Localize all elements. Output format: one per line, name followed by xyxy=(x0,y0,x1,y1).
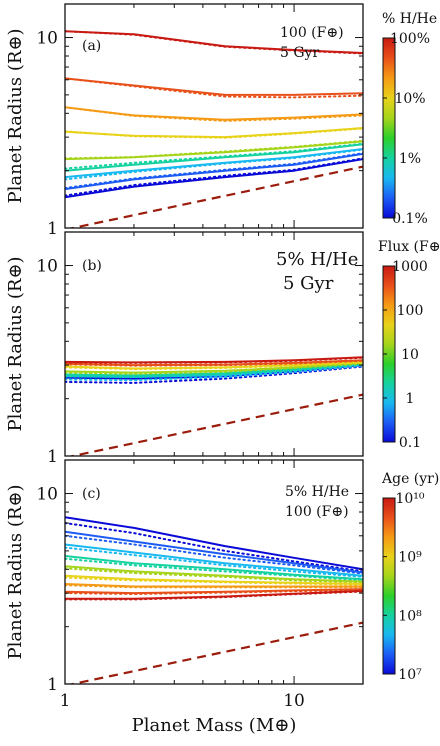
panel-c-series-1-line xyxy=(65,516,363,571)
panel-a-series-9-dotted xyxy=(65,30,363,55)
panel-c-series-1-dotted xyxy=(65,522,363,573)
panel-c-annotation-line1: 5% H/He xyxy=(285,484,349,500)
panel-c-frame xyxy=(64,459,364,685)
panel-c-colorbar: Age (yr) 10¹⁰ 10⁹ 10⁸ 10⁷ xyxy=(381,471,439,683)
panel-b-series-3-line xyxy=(65,362,363,377)
panel-c-colorbar-label-1: 10¹⁰ xyxy=(395,491,424,507)
panel-a-series-1-line xyxy=(65,158,363,199)
panel-a-colorbar-label-1: 100% xyxy=(390,31,430,47)
panel-b-ylabel: Planet Radius (R⊕) xyxy=(5,256,26,431)
panel-a-series-2-dotted xyxy=(65,152,363,190)
panel-a-frame xyxy=(64,3,364,229)
panel-b-label: (b) xyxy=(82,258,102,274)
panel-c-annotation-line2: 100 (F⊕) xyxy=(285,504,349,520)
panel-b-colorbar: Flux (F⊕) 1000 100 10 1 0.1 xyxy=(378,239,440,451)
panel-c-series-3-dotted xyxy=(65,546,363,578)
panel-a-series-4-dotted xyxy=(65,142,363,170)
panel-b-colorbar-label-3: 10 xyxy=(401,347,419,363)
panel-c-ytick-label-2: 10 xyxy=(36,485,58,505)
panel-b-series-1-dotted xyxy=(65,365,363,384)
panel-a-series-3-dotted xyxy=(65,148,363,181)
panel-a-annotation-line1: 100 (F⊕) xyxy=(280,25,344,41)
panel-a-ytick-label-1: 1 xyxy=(47,219,58,239)
panel-c-plot: 1 10 1 10 (c) 5% H/He 100 (F⊕) xyxy=(36,459,364,711)
panel-c: 1 10 1 10 (c) 5% H/He 100 (F⊕) Planet Radiu… xyxy=(5,459,439,711)
panel-a-series-1-dotted xyxy=(65,157,363,197)
panel-c-series-3-line xyxy=(65,543,363,577)
panel-c-series-4-line xyxy=(65,555,363,581)
panel-a-ylabel: Planet Radius (R⊕) xyxy=(5,28,26,203)
panel-a-ytick-label-2: 10 xyxy=(36,29,58,49)
xtick-label-1: 1 xyxy=(60,691,71,711)
panel-a-series-6-dotted xyxy=(65,127,363,139)
panel-b-annotation-line2: 5 Gyr xyxy=(283,273,334,294)
panel-c-series-8-dotted xyxy=(65,588,363,596)
panel-c-colorbar-gradient xyxy=(383,498,395,674)
panel-b-series-5-dotted xyxy=(65,361,363,371)
panel-c-ytick-label-1: 1 xyxy=(47,675,58,695)
panel-b-core-curve xyxy=(67,393,363,456)
panel-c-series-5-line xyxy=(65,565,363,583)
panel-c-colorbar-label-3: 10⁸ xyxy=(398,608,422,624)
panel-c-colorbar-title: Age (yr) xyxy=(381,471,439,487)
panel-c-series-2-dotted xyxy=(65,534,363,575)
panel-c-series-6-dotted xyxy=(65,576,363,586)
panel-a-colorbar: % H/He 100% 10% 1% 0.1% xyxy=(382,11,437,227)
panel-c-label: (c) xyxy=(82,486,101,502)
panel-a-annotation-line2: 5 Gyr xyxy=(280,45,319,61)
panel-c-series-2-line xyxy=(65,530,363,574)
panel-b-plot: 1 10 (b) 5% H/He 5 Gyr xyxy=(36,231,364,467)
panel-c-series-9-dotted xyxy=(65,590,363,601)
panel-b-colorbar-label-1: 1000 xyxy=(392,259,428,275)
x-axis-label: Planet Mass (M⊕) xyxy=(132,715,297,736)
panel-b-series-3-dotted xyxy=(65,363,363,379)
panel-a: 1 10 (a) 100 (F⊕) 5 Gyr Planet Radius (R⊕… xyxy=(5,3,437,239)
panel-a-colorbar-gradient xyxy=(383,38,395,218)
panel-b-ytick-label-2: 10 xyxy=(36,257,58,277)
xtick-label-2: 10 xyxy=(283,691,305,711)
panel-a-label: (a) xyxy=(82,38,101,54)
panel-c-series-4-dotted xyxy=(65,557,363,582)
panel-a-colorbar-label-4: 0.1% xyxy=(392,211,428,227)
panel-a-plot: 1 10 (a) 100 (F⊕) 5 Gyr xyxy=(36,3,364,239)
panel-a-series-5-dotted xyxy=(65,139,363,160)
panel-b: 1 10 (b) 5% H/He 5 Gyr Planet Radius (R⊕)… xyxy=(5,231,440,467)
panel-b-colorbar-label-5: 0.1 xyxy=(399,435,421,451)
panel-b-series-7-dotted xyxy=(65,356,363,364)
panel-b-ytick-label-1: 1 xyxy=(47,447,58,467)
panel-c-core-curve xyxy=(67,621,363,684)
panel-b-colorbar-label-4: 1 xyxy=(406,391,415,407)
panel-a-series-8-dotted xyxy=(65,77,363,99)
panel-a-colorbar-label-2: 10% xyxy=(394,91,425,107)
panel-b-series-6-dotted xyxy=(65,359,363,367)
panel-b-colorbar-title: Flux (F⊕) xyxy=(378,239,440,255)
panel-b-series-4-dotted xyxy=(65,362,363,375)
panel-c-ylabel: Planet Radius (R⊕) xyxy=(5,484,26,659)
panel-a-colorbar-label-3: 1% xyxy=(399,151,421,167)
panel-b-frame xyxy=(64,231,364,457)
panel-a-series-6-line xyxy=(65,127,363,139)
panel-a-colorbar-title: % H/He xyxy=(382,11,437,27)
panel-c-series-5-dotted xyxy=(65,567,363,584)
panel-a-series-8-line xyxy=(65,77,363,96)
panel-c-series-7-dotted xyxy=(65,584,363,589)
panel-a-core-curve xyxy=(67,165,363,228)
panel-b-colorbar-label-2: 100 xyxy=(397,303,424,319)
panel-c-colorbar-label-2: 10⁹ xyxy=(398,550,422,566)
panel-c-colorbar-label-4: 10⁷ xyxy=(398,667,422,683)
panel-a-series-7-dotted xyxy=(65,106,363,122)
panel-b-annotation-line1: 5% H/He xyxy=(276,249,358,270)
panel-b-series-2-dotted xyxy=(65,364,363,382)
